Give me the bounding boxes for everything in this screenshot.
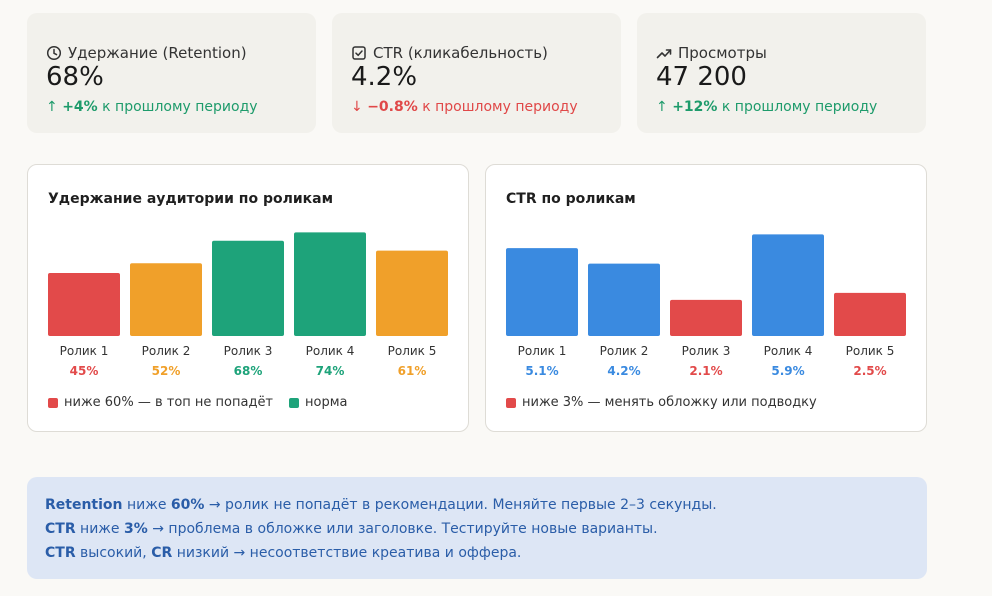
bar: [834, 292, 906, 336]
legend-swatch-red: [506, 398, 516, 408]
kpi-delta-value: +12%: [672, 99, 718, 115]
trend-up-icon: [656, 49, 672, 59]
legend-item: ниже 60% — в топ не попадёт: [48, 395, 273, 411]
insights-note: Retention ниже 60% → ролик не попадёт в …: [27, 477, 927, 579]
bar: [588, 263, 660, 336]
retention-chart-card: Удержание аудитории по роликам Ролик 1 45…: [27, 164, 469, 432]
value-label: 5.9%: [771, 364, 804, 378]
kpi-delta: ↑ +4% к прошлому периоду: [46, 98, 258, 116]
kpi-delta: ↑ +12% к прошлому периоду: [656, 98, 877, 116]
category-label: Ролик 2: [142, 344, 191, 358]
bar: [752, 234, 824, 336]
chart-title: CTR по роликам: [506, 191, 636, 207]
kpi-value: 47 200: [656, 62, 747, 92]
category-label: Ролик 5: [388, 344, 437, 358]
category-label: Ролик 5: [846, 344, 895, 358]
chart-legend: ниже 60% — в топ не попадёт норма: [48, 395, 348, 411]
category-label: Ролик 4: [306, 344, 355, 358]
ctr-chart-card: CTR по роликам Ролик 1 5.1% Ролик 2 4.2% Рол…: [485, 164, 927, 432]
arrow-up-icon: ↑: [656, 99, 668, 115]
bar: [212, 240, 284, 336]
legend-label: ниже 3% — менять обложку или подводку: [522, 395, 817, 410]
value-label: 5.1%: [525, 364, 558, 378]
note-text: → ролик не попадёт в рекомендации. Меняй…: [204, 497, 717, 513]
kpi-card-views: Просмотры 47 200 ↑ +12% к прошлому перио…: [637, 13, 926, 133]
note-term: CR: [151, 545, 173, 561]
note-line: CTR ниже 3% → проблема в обложке или заг…: [45, 517, 909, 541]
note-text: ниже: [122, 497, 171, 513]
kpi-delta-text: к прошлому периоду: [717, 99, 878, 115]
value-label: 74%: [316, 364, 345, 378]
legend-item: норма: [289, 395, 348, 411]
checkbox-icon: [352, 46, 366, 60]
category-label: Ролик 3: [682, 344, 731, 358]
note-term: 60%: [170, 497, 205, 513]
chart-title: Удержание аудитории по роликам: [48, 191, 334, 207]
value-label: 45%: [70, 364, 99, 378]
ctr-bar-chart: Ролик 1 5.1% Ролик 2 4.2% Ролик 3 2.1% Ролик 4…: [506, 234, 906, 378]
note-text: высокий,: [75, 545, 152, 561]
note-line: Retention ниже 60% → ролик не попадёт в …: [45, 493, 909, 517]
kpi-header: Удержание (Retention): [46, 44, 247, 62]
kpi-label: Удержание (Retention): [68, 44, 247, 62]
bar: [376, 250, 448, 336]
bar: [670, 299, 742, 336]
note-term: 3%: [124, 521, 148, 537]
note-term: CTR: [45, 545, 76, 561]
category-label: Ролик 1: [60, 344, 109, 358]
kpi-header: Просмотры: [656, 44, 767, 62]
kpi-delta: ↓ −0.8% к прошлому периоду: [351, 98, 578, 116]
value-label: 61%: [398, 364, 427, 378]
bar: [506, 248, 578, 336]
note-term: CTR: [45, 521, 76, 537]
kpi-label: Просмотры: [678, 44, 767, 62]
note-line: CTR высокий, CR низкий → несоответствие …: [45, 541, 909, 565]
kpi-delta-text: к прошлому периоду: [417, 99, 578, 115]
value-label: 52%: [152, 364, 181, 378]
kpi-value: 4.2%: [351, 62, 418, 92]
legend-item: ниже 3% — менять обложку или подводку: [506, 395, 817, 411]
category-label: Ролик 3: [224, 344, 273, 358]
arrow-down-icon: ↓: [351, 99, 363, 115]
value-label: 68%: [234, 364, 263, 378]
note-text: низкий → несоответствие креатива и оффер…: [172, 545, 522, 561]
kpi-delta-value: −0.8%: [367, 99, 418, 115]
value-label: 2.5%: [853, 364, 886, 378]
note-text: → проблема в обложке или заголовке. Тест…: [147, 521, 658, 537]
bar: [130, 263, 202, 336]
kpi-delta-text: к прошлому периоду: [97, 99, 258, 115]
legend-label: ниже 60% — в топ не попадёт: [64, 395, 274, 410]
category-label: Ролик 1: [518, 344, 567, 358]
value-label: 4.2%: [607, 364, 640, 378]
kpi-header: CTR (кликабельность): [351, 44, 548, 62]
bar: [48, 273, 120, 336]
retention-bar-chart: Ролик 1 45% Ролик 2 52% Ролик 3 68% Ролик 4 74%…: [48, 232, 448, 378]
category-label: Ролик 2: [600, 344, 649, 358]
legend-label: норма: [305, 395, 348, 410]
kpi-card-ctr: CTR (кликабельность) 4.2% ↓ −0.8% к прош…: [332, 13, 621, 133]
kpi-delta-value: +4%: [62, 99, 98, 115]
clock-icon: [46, 45, 62, 61]
legend-swatch-red: [48, 398, 58, 408]
bar: [294, 232, 366, 336]
value-label: 2.1%: [689, 364, 722, 378]
kpi-value: 68%: [46, 62, 104, 92]
kpi-label: CTR (кликабельность): [373, 44, 548, 62]
legend-swatch-green: [289, 398, 300, 408]
note-term: Retention: [45, 497, 123, 513]
chart-legend: ниже 3% — менять обложку или подводку: [506, 395, 817, 411]
category-label: Ролик 4: [764, 344, 813, 358]
note-text: ниже: [75, 521, 124, 537]
kpi-card-retention: Удержание (Retention) 68% ↑ +4% к прошло…: [27, 13, 316, 133]
arrow-up-icon: ↑: [46, 99, 58, 115]
